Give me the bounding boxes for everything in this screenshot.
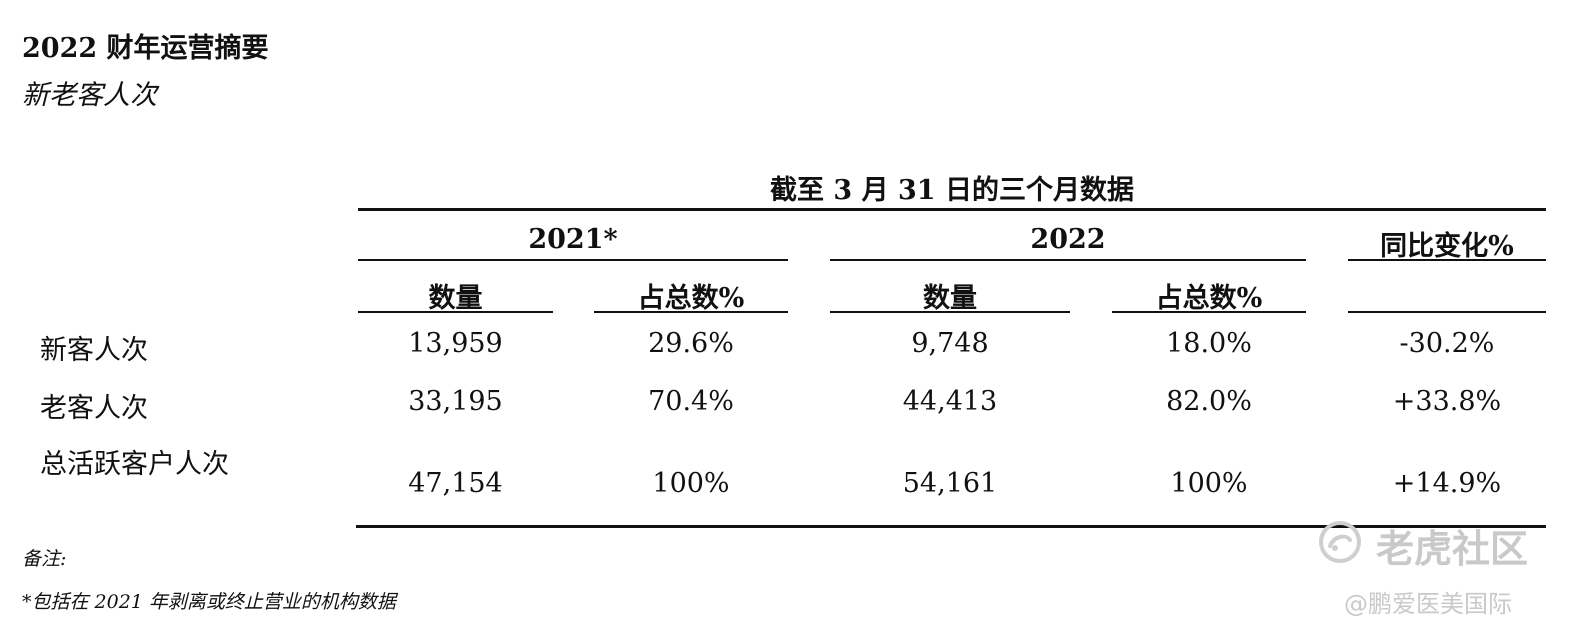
subheader-count-2021: 数量	[428, 283, 483, 314]
cell-share-2021: 29.6%	[648, 328, 734, 359]
header-year-2022: 2022	[1030, 224, 1106, 255]
cell-yoy: +33.8%	[1392, 386, 1502, 417]
watermark-logo-icon	[1319, 521, 1361, 563]
cell-share-2021: 70.4%	[648, 386, 734, 417]
cell-yoy: -30.2%	[1399, 328, 1495, 359]
cell-share-2022: 18.0%	[1166, 328, 1252, 359]
row-label: 老客人次	[40, 393, 148, 424]
cell-share-2021: 100%	[652, 468, 730, 499]
header-year-2021: 2021*	[528, 224, 618, 255]
rule-2021-group	[358, 259, 788, 261]
document-subtitle: 新老客人次	[22, 80, 157, 111]
table-top-rule	[358, 208, 1546, 211]
header-yoy-change: 同比变化%	[1380, 231, 1514, 262]
cell-count-2021: 33,195	[408, 386, 503, 417]
notes-heading: 备注:	[22, 548, 67, 570]
subheader-count-2022: 数量	[923, 283, 977, 314]
footnote: *包括在 2021 年剥离或终止营业的机构数据	[22, 591, 396, 613]
rule-2022-group	[830, 259, 1306, 261]
rule-count-2021	[358, 311, 553, 313]
cell-count-2021: 47,154	[408, 468, 503, 499]
rule-share-2022	[1112, 311, 1306, 313]
rule-yoy-group	[1348, 259, 1546, 261]
cell-count-2022: 54,161	[902, 468, 998, 499]
cell-yoy: +14.9%	[1392, 468, 1502, 499]
cell-share-2022: 82.0%	[1166, 386, 1252, 417]
cell-count-2021: 13,959	[408, 328, 503, 359]
subheader-share-2021: 占总数%	[637, 283, 745, 314]
watermark-account: @鹏爱医美国际	[1344, 590, 1512, 618]
row-label: 总活跃客户人次	[40, 449, 229, 480]
table-bottom-rule	[356, 525, 1546, 528]
period-header: 截至 3 月 31 日的三个月数据	[770, 175, 1134, 206]
subheader-share-2022: 占总数%	[1155, 283, 1263, 314]
cell-count-2022: 44,413	[902, 386, 998, 417]
rule-yoy	[1348, 311, 1546, 313]
rule-share-2021	[594, 311, 788, 313]
cell-share-2022: 100%	[1170, 468, 1248, 499]
watermark-brand: 老虎社区	[1376, 527, 1529, 571]
document-title: 2022 财年运营摘要	[22, 33, 269, 64]
cell-count-2022: 9,748	[911, 328, 989, 359]
rule-count-2022	[830, 311, 1070, 313]
row-label: 新客人次	[40, 335, 148, 366]
